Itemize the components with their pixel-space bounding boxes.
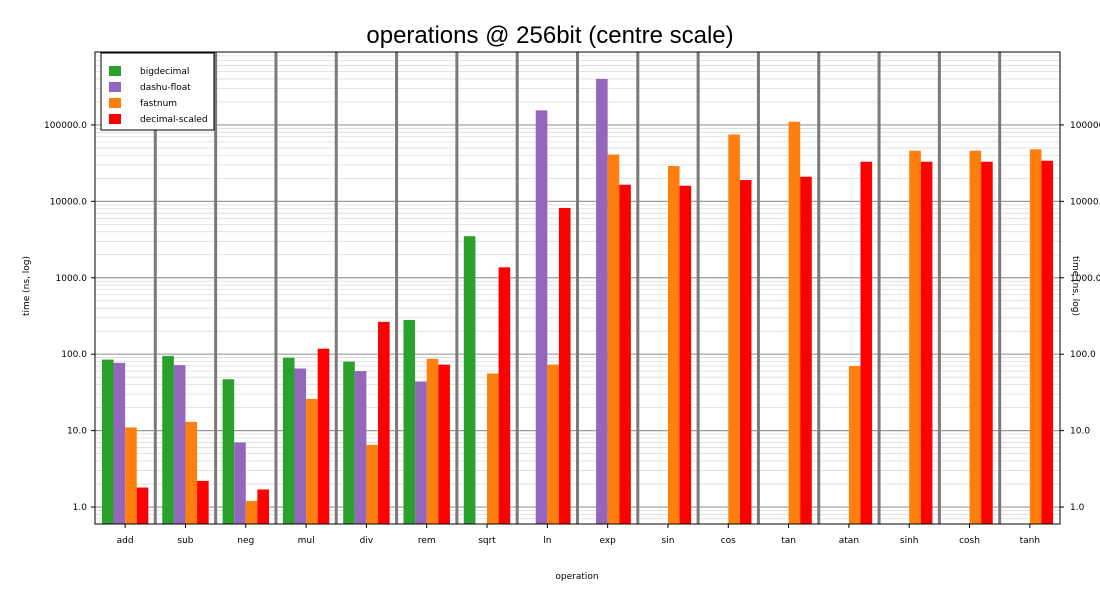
bar-fastnum-ln bbox=[547, 364, 559, 524]
x-tick-label: exp bbox=[599, 536, 616, 546]
legend-label-dashu-float: dashu-float bbox=[140, 83, 191, 93]
bar-decimal-scaled-cosh bbox=[981, 161, 993, 524]
bar-decimal-scaled-tan bbox=[800, 176, 812, 524]
legend-label-fastnum: fastnum bbox=[140, 99, 177, 109]
x-tick-label: tanh bbox=[1020, 536, 1040, 546]
bar-fastnum-tanh bbox=[1029, 149, 1042, 524]
x-tick-label: sinh bbox=[900, 536, 919, 546]
axis-ticks: add sub neg mul div rem sqrt ln exp sin cos tan atan… bbox=[44, 121, 1100, 546]
legend-label-bigdecimal: bigdecimal bbox=[140, 67, 189, 77]
bar-decimal-scaled-atan bbox=[860, 161, 873, 524]
bar-dashu-float-mul bbox=[294, 368, 307, 524]
bar-dashu-float-neg bbox=[234, 442, 246, 524]
x-tick-label: sqrt bbox=[478, 536, 496, 546]
bar-fastnum-add bbox=[125, 427, 137, 524]
bars bbox=[101, 78, 1054, 525]
y-tick-label-right: 100000.0 bbox=[1070, 121, 1100, 131]
bar-fastnum-mul bbox=[306, 398, 318, 524]
y-tick-label-left: 10.0 bbox=[67, 427, 87, 437]
bar-fastnum-div bbox=[366, 444, 379, 524]
bar-bigdecimal-rem bbox=[403, 320, 416, 524]
bar-fastnum-exp bbox=[607, 154, 620, 524]
bar-decimal-scaled-mul bbox=[317, 348, 330, 524]
x-tick-label: cosh bbox=[959, 536, 980, 546]
bar-bigdecimal-add bbox=[101, 359, 114, 524]
bar-decimal-scaled-sin bbox=[679, 185, 692, 524]
y-tick-label-left: 1.0 bbox=[73, 503, 88, 513]
bar-fastnum-atan bbox=[848, 366, 861, 524]
bar-decimal-scaled-sqrt bbox=[498, 267, 511, 524]
plot-frame bbox=[94, 51, 1061, 525]
bar-fastnum-cosh bbox=[969, 150, 982, 525]
bar-decimal-scaled-add bbox=[136, 487, 149, 524]
bar-fastnum-sinh bbox=[909, 150, 921, 525]
x-tick-label: sin bbox=[662, 536, 675, 546]
y-tick-label-left: 100000.0 bbox=[44, 121, 87, 131]
y-tick-label-right: 10.0 bbox=[1070, 427, 1090, 437]
x-tick-label: cos bbox=[721, 536, 736, 546]
bar-decimal-scaled-ln bbox=[558, 207, 571, 524]
category-separators bbox=[153, 52, 1002, 524]
bar-decimal-scaled-sub bbox=[197, 480, 209, 524]
legend-label-decimal-scaled: decimal-scaled bbox=[140, 115, 208, 125]
y-tick-label-right: 100.0 bbox=[1070, 350, 1096, 360]
y-tick-label-left: 10000.0 bbox=[50, 197, 87, 207]
bar-fastnum-tan bbox=[788, 121, 801, 524]
x-tick-label: sub bbox=[177, 536, 193, 546]
x-tick-label: div bbox=[360, 536, 374, 546]
legend-swatch-decimal-scaled bbox=[109, 114, 121, 124]
x-tick-label: neg bbox=[237, 536, 254, 546]
x-tick-label: rem bbox=[418, 536, 436, 546]
y-tick-label-right: 1000.0 bbox=[1070, 274, 1100, 284]
bar-decimal-scaled-sinh bbox=[920, 161, 933, 524]
legend-swatch-fastnum bbox=[109, 98, 121, 108]
bar-bigdecimal-mul bbox=[282, 357, 295, 524]
x-axis-label: operation bbox=[555, 572, 598, 582]
x-tick-label: ln bbox=[543, 536, 551, 546]
bar-fastnum-sub bbox=[185, 421, 198, 524]
chart-title: operations @ 256bit (centre scale) bbox=[366, 22, 733, 49]
legend: bigdecimal dashu-float fastnum decimal-scal… bbox=[100, 52, 215, 131]
bar-fastnum-sin bbox=[667, 166, 680, 525]
bar-bigdecimal-neg bbox=[222, 379, 235, 524]
bar-decimal-scaled-div bbox=[378, 321, 390, 524]
bar-fastnum-rem bbox=[426, 358, 439, 524]
x-tick-label: atan bbox=[839, 536, 859, 546]
bar-dashu-float-div bbox=[354, 371, 367, 524]
legend-swatch-dashu-float bbox=[109, 82, 121, 92]
bar-decimal-scaled-exp bbox=[619, 184, 631, 524]
x-tick-label: mul bbox=[298, 536, 315, 546]
bar-bigdecimal-sub bbox=[162, 355, 174, 524]
x-tick-label: tan bbox=[781, 536, 796, 546]
bar-decimal-scaled-neg bbox=[257, 489, 269, 524]
bar-fastnum-sqrt bbox=[487, 373, 499, 524]
bar-bigdecimal-div bbox=[343, 361, 355, 524]
y-tick-label-left: 1000.0 bbox=[56, 274, 88, 284]
bar-fastnum-neg bbox=[245, 500, 258, 524]
y-tick-label-right: 1.0 bbox=[1070, 503, 1085, 513]
y-tick-label-left: 100.0 bbox=[61, 350, 87, 360]
bar-dashu-float-rem bbox=[415, 381, 427, 524]
y-axis-label-right: time (ns, log) bbox=[1070, 256, 1080, 316]
bar-bigdecimal-sqrt bbox=[463, 236, 476, 524]
y-tick-label-right: 10000.0 bbox=[1070, 197, 1100, 207]
legend-swatch-bigdecimal bbox=[109, 66, 121, 76]
bar-dashu-float-sub bbox=[173, 365, 186, 524]
bar-decimal-scaled-cos bbox=[739, 180, 752, 525]
bar-dashu-float-ln bbox=[535, 110, 548, 524]
bar-fastnum-cos bbox=[728, 134, 740, 524]
bar-decimal-scaled-rem bbox=[438, 364, 450, 524]
bar-decimal-scaled-tanh bbox=[1041, 160, 1054, 524]
y-axis-label-left: time (ns, log) bbox=[22, 256, 32, 316]
x-tick-label: add bbox=[117, 536, 134, 546]
bar-dashu-float-add bbox=[113, 362, 126, 524]
bar-dashu-float-exp bbox=[596, 78, 608, 525]
